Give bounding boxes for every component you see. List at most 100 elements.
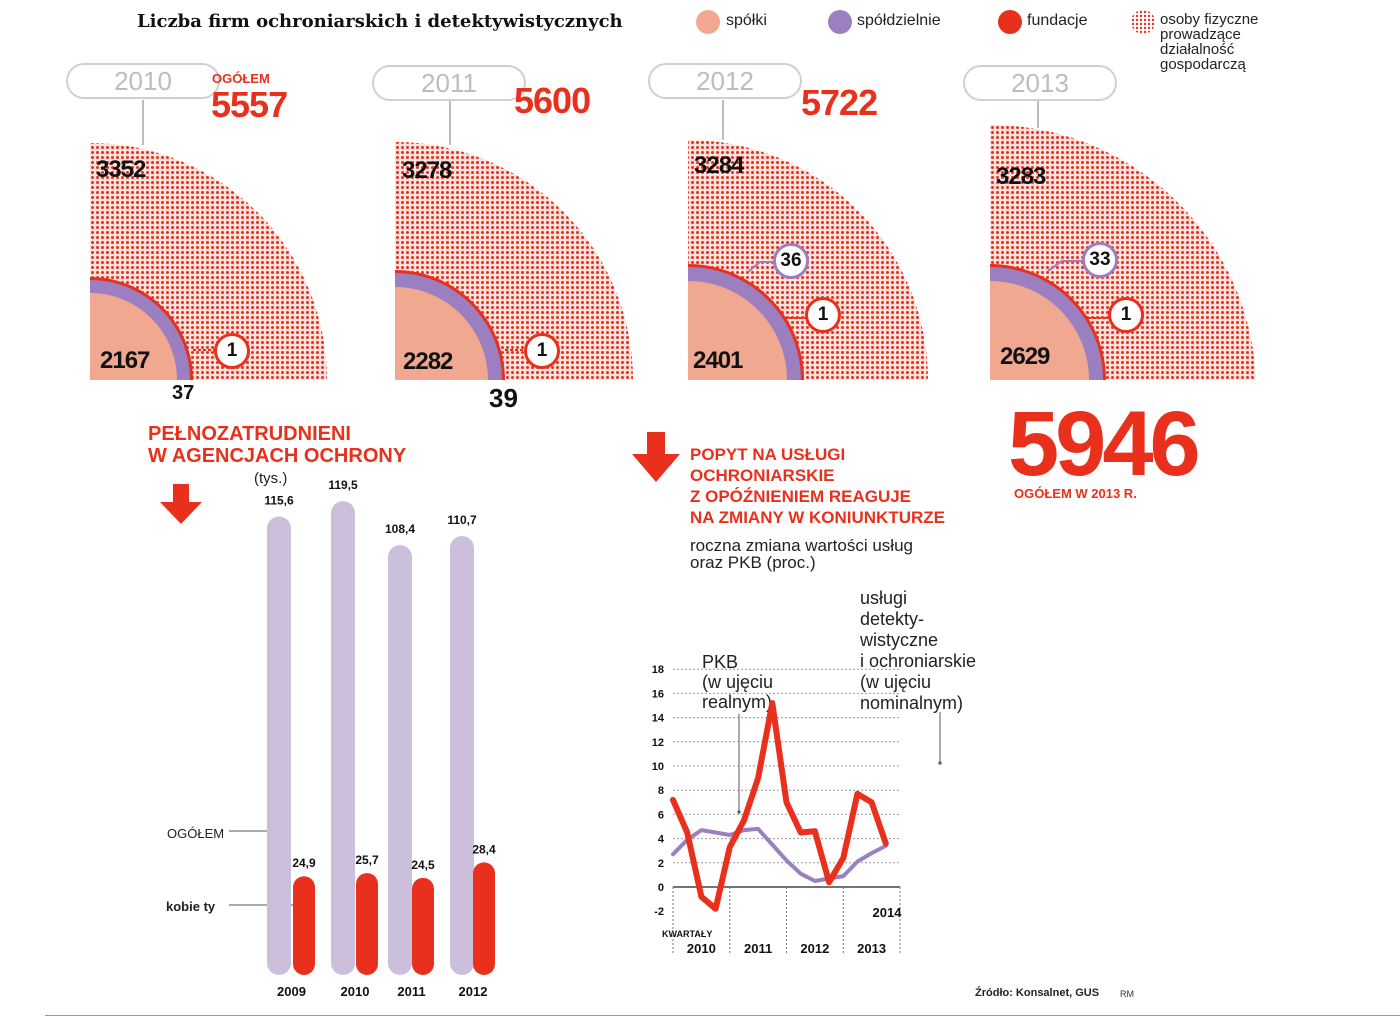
legend-line: osoby fizyczne <box>1160 11 1259 28</box>
spolki-value-2011: 2282 <box>403 348 453 375</box>
legend-label-spolki: spółki <box>726 12 767 29</box>
red-dot-icon <box>998 10 1022 34</box>
label-line: i ochroniarskie <box>860 651 977 671</box>
x-tick-label: 2011 <box>744 941 772 956</box>
spolki-value-2010: 2167 <box>100 347 150 374</box>
legend-line: działalność <box>1160 41 1235 58</box>
subtitle-line: oraz PKB (proc.) <box>690 553 816 572</box>
total-2011: 5600 <box>514 80 591 121</box>
kobiety-axis-label: kobie ty <box>166 899 216 914</box>
bottom-divider <box>45 1015 1400 1016</box>
osoby-value-2012: 3284 <box>694 152 744 179</box>
ogolem-label: OGÓŁEM <box>212 71 270 86</box>
y-tick-label: 0 <box>658 882 664 894</box>
dotted-pattern-icon <box>1131 10 1155 34</box>
spolki-value-2013: 2629 <box>1000 343 1050 370</box>
legend-line: gospodarczą <box>1160 56 1246 73</box>
total-2010: 5557 <box>211 84 288 125</box>
subtitle-line: roczna zmiana wartości usług <box>690 536 913 555</box>
x-tick-label: 2010 <box>687 941 716 956</box>
label-line: (w ujęciu <box>702 672 774 692</box>
year-pill-2013: 2013 <box>963 65 1117 101</box>
y-tick-label: 16 <box>652 688 664 700</box>
bar-ogolem-label-2012: 110,7 <box>447 513 477 527</box>
heading-line: OCHRONIARSKIE <box>690 466 835 485</box>
spolki-sector-2010 <box>90 293 177 380</box>
services-label: usługi detekty- wistyczne i ochroniarski… <box>860 588 976 714</box>
y-tick-label: 6 <box>658 809 664 821</box>
purple-dot-icon <box>828 10 852 34</box>
label-line: PKB <box>702 652 739 672</box>
label-line: detekty- <box>860 609 925 629</box>
spoldzielnie-badge-2012: 36 <box>773 243 809 279</box>
y-tick-label: 14 <box>652 713 665 725</box>
heading-line: NA ZMIANY W KONIUNKTURZE <box>690 508 945 527</box>
bar-ogolem-label-2011: 108,4 <box>385 522 415 536</box>
fundacje-badge-2012: 1 <box>805 297 841 333</box>
osoby-value-2010: 3352 <box>96 156 146 183</box>
bar-kobiety-label-2012: 28,4 <box>472 842 496 856</box>
y-tick-label: 2 <box>658 858 664 870</box>
heading-line: PEŁNOZATRUDNIENI <box>148 423 351 445</box>
osoby-value-2013: 3283 <box>996 163 1046 190</box>
spolki-sector-2011 <box>395 287 488 380</box>
bar-category-label-2009: 2009 <box>277 984 306 999</box>
bar-kobiety-label-2009: 24,9 <box>292 856 316 870</box>
spolki-value-2012: 2401 <box>693 347 743 374</box>
heading-line: POPYT NA USŁUGI <box>690 445 846 464</box>
spoldzielnie-value-2010: 37 <box>172 382 195 404</box>
kwartaly-label: KWARTAŁY <box>662 929 713 939</box>
spolki-sector-2012 <box>688 281 787 380</box>
bar-category-label-2012: 2012 <box>459 984 488 999</box>
heading-line: Z OPÓŹNIENIEM REAGUJE <box>690 487 912 506</box>
bar-ogolem-label-2009: 115,6 <box>264 494 294 508</box>
y-tick-label: -2 <box>654 906 664 918</box>
legend-label-osoby: osoby fizyczne prowadzące działalność go… <box>1160 12 1258 72</box>
unit-label: (tys.) <box>254 470 288 487</box>
heading-line: W AGENCJACH OCHRONY <box>148 445 407 467</box>
y-tick-label: 10 <box>652 761 664 773</box>
author-initials: RM <box>1120 989 1134 999</box>
spolki-sector-2013 <box>990 281 1089 380</box>
fundacje-badge-2010: 1 <box>214 333 250 369</box>
fundacje-badge-2013: 1 <box>1108 297 1144 333</box>
bar-ogolem-label-2010: 119,5 <box>328 478 358 492</box>
fundacje-badge-2011: 1 <box>524 333 560 369</box>
ogolem-axis-label: OGÓŁEM <box>167 826 225 841</box>
demand-subtitle: roczna zmiana wartości usług oraz PKB (p… <box>690 537 913 571</box>
bar-kobiety-2009 <box>293 876 315 975</box>
label-line: wistyczne <box>860 630 939 650</box>
total-2013-label: OGÓŁEM W 2013 R. <box>1014 486 1137 501</box>
pkb-label: PKB (w ujęciu realnym) <box>702 652 773 712</box>
series-line-services <box>670 700 889 912</box>
year-pill-2010: 2010 <box>66 63 220 99</box>
total-2013: 5946 <box>1008 393 1201 495</box>
bar-category-label-2010: 2010 <box>341 984 370 999</box>
bar-ogolem-2011 <box>388 545 412 975</box>
down-arrow-icon <box>160 484 202 524</box>
label-line: (w ujęciu <box>860 672 932 692</box>
demand-heading: POPYT NA USŁUGI OCHRONIARSKIE Z OPÓŹNIEN… <box>690 444 945 528</box>
label-line: nominalnym) <box>860 693 964 713</box>
bar-ogolem-2012 <box>450 535 474 975</box>
series-line-pkb <box>671 826 888 883</box>
year-pill-2012: 2012 <box>648 63 802 99</box>
bar-kobiety-2012 <box>473 862 495 975</box>
x-tick-label: 2012 <box>800 941 829 956</box>
x-tick-label: 2013 <box>857 941 886 956</box>
bar-kobiety-2010 <box>356 873 378 975</box>
label-line: realnym) <box>702 692 773 712</box>
bar-ogolem-2009 <box>267 516 291 975</box>
bar-kobiety-2011 <box>412 877 434 975</box>
salmon-dot-icon <box>696 10 720 34</box>
label-line: usługi <box>860 588 908 608</box>
legend-line: prowadzące <box>1160 26 1241 43</box>
legend-label-spoldzielnie: spółdzielnie <box>857 12 941 29</box>
source-note: Źródło: Konsalnet, GUS <box>975 987 1100 999</box>
y-tick-label: 4 <box>658 834 665 846</box>
infographic-title: Liczba firm ochroniarskich i detektywist… <box>137 11 623 32</box>
spoldzielnie-badge-2013: 33 <box>1082 242 1118 278</box>
y-tick-label: 8 <box>658 785 664 797</box>
year-pill-2011: 2011 <box>372 65 526 101</box>
osoby-value-2011: 3278 <box>402 157 452 184</box>
